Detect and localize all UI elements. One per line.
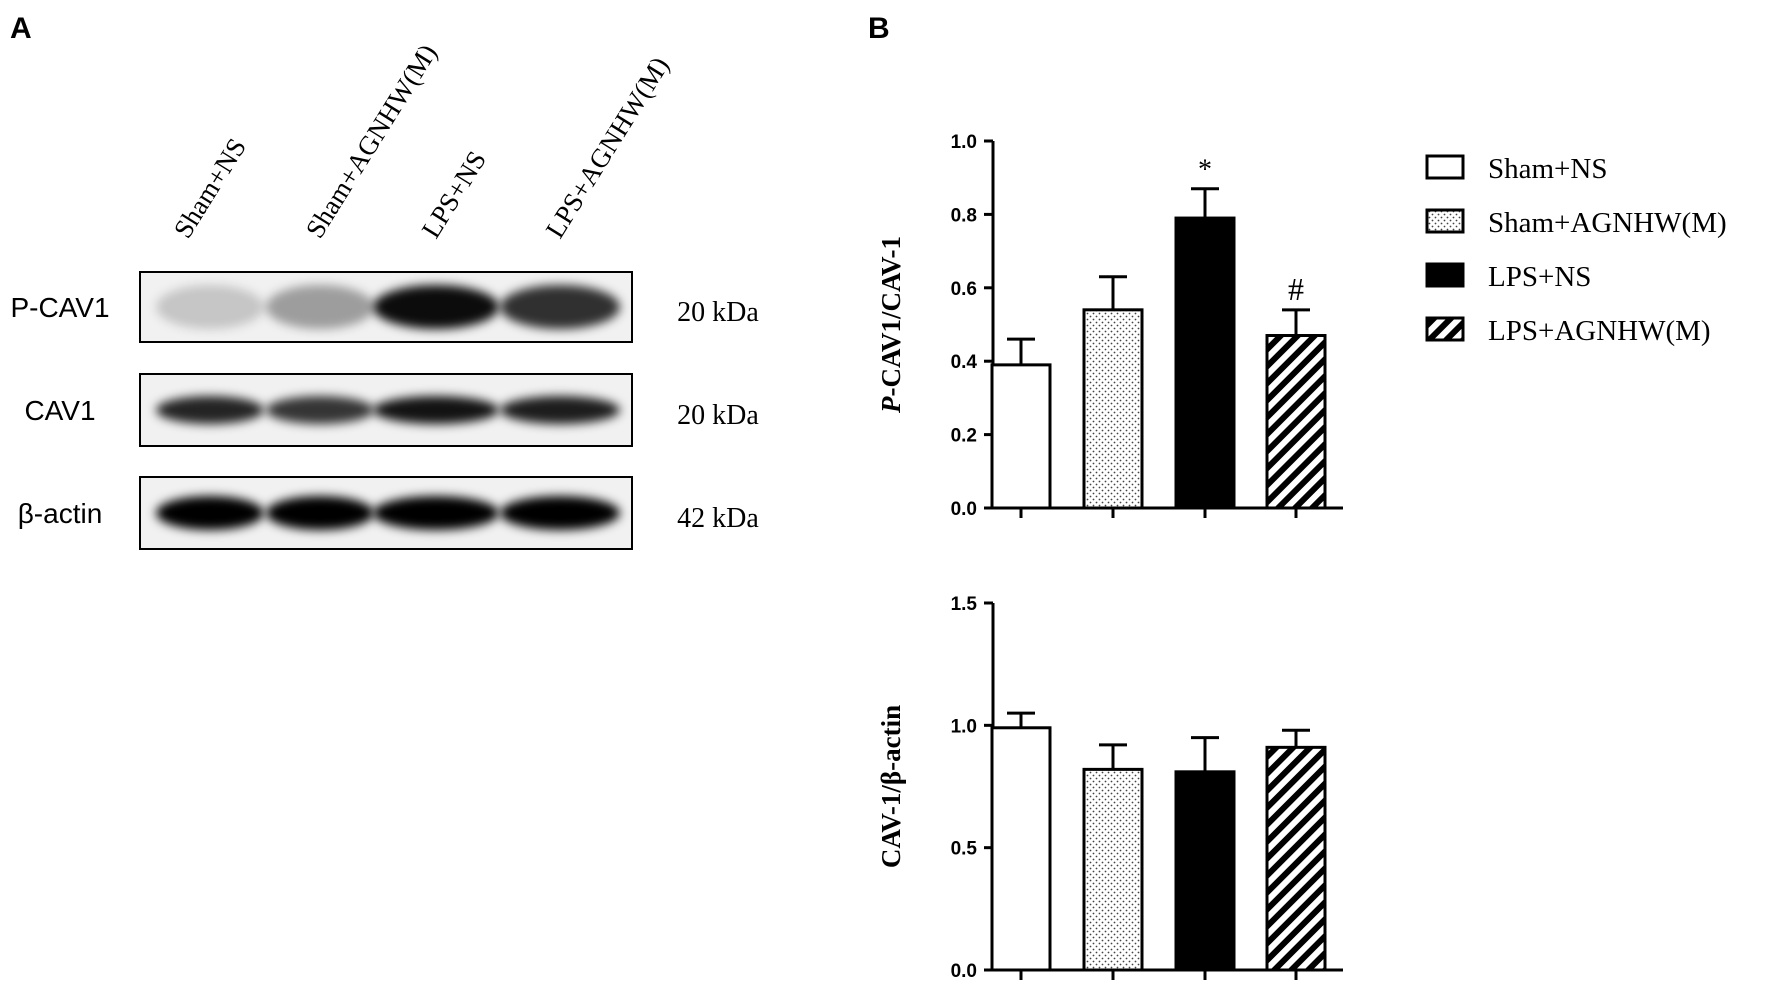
y-axis-title-text: CAV-1/β-actin xyxy=(876,705,906,868)
blot-size-label: 42 kDa xyxy=(677,503,759,534)
y-tick-label: 0.4 xyxy=(951,352,978,373)
blot-size-label: 20 kDa xyxy=(677,297,759,328)
blot-band xyxy=(266,396,374,424)
blot-band xyxy=(373,396,499,424)
legend-label: LPS+AGNHW(M) xyxy=(1488,315,1711,347)
bar xyxy=(1082,308,1144,510)
legend: Sham+NS Sham+AGNHW(M) LPS+NS LPS+AGNHW(M) xyxy=(1425,153,1727,347)
bar xyxy=(990,363,1052,510)
blot-band xyxy=(500,285,620,329)
bar xyxy=(1265,334,1327,510)
legend-label: Sham+NS xyxy=(1488,153,1607,185)
blot-band xyxy=(266,285,374,329)
y-axis-title: CAV-1/β-actin xyxy=(876,705,906,868)
legend-label: LPS+NS xyxy=(1488,261,1591,293)
legend-swatch xyxy=(1425,208,1465,234)
lane-label: Sham+NS xyxy=(168,133,252,243)
legend-swatch xyxy=(1425,262,1465,288)
y-tick-label: 0.6 xyxy=(951,279,977,300)
panel-label-a: A xyxy=(10,12,32,45)
chart-cav1-ratio: 0.0 0.5 1.0 1.5 CAV-1/β-actin xyxy=(876,594,1343,982)
lane-label: LPS+NS xyxy=(416,146,492,244)
bar xyxy=(1265,745,1327,972)
blot-band xyxy=(156,496,264,530)
bar xyxy=(990,726,1052,972)
legend-swatch xyxy=(1425,154,1465,180)
blot-band xyxy=(373,285,499,329)
panel-label-b: B xyxy=(868,12,890,45)
bar xyxy=(1082,767,1144,972)
western-blot: Sham+NS Sham+AGNHW(M)LPS+NS LPS+AGNHW(M) P-… xyxy=(10,39,759,550)
blot-band xyxy=(373,496,499,530)
blot-band xyxy=(156,285,264,329)
y-tick-label: 0.0 xyxy=(951,961,977,982)
y-tick-label: 0.0 xyxy=(951,499,977,520)
y-axis-title-italic: P xyxy=(876,396,906,414)
blot-band xyxy=(500,496,620,530)
blot-band xyxy=(266,496,374,530)
chart-pcav1-ratio: 0.0 0.2 0.4 0.6 0.8 1.0 P-CAV1/CAV-1 * # xyxy=(876,132,1343,520)
blot-band xyxy=(500,396,620,424)
y-axis-title-text: -CAV1/CAV-1 xyxy=(876,236,906,397)
blot-row-label: P-CAV1 xyxy=(10,292,109,323)
y-axis-title: P-CAV1/CAV-1 xyxy=(876,236,906,414)
bar xyxy=(1174,770,1236,972)
lane-label: Sham+AGNHW(M) xyxy=(300,39,443,243)
blot-row-label: β-actin xyxy=(18,498,103,529)
legend-swatch xyxy=(1425,316,1465,342)
y-tick-label: 0.2 xyxy=(951,426,977,447)
significance-marker: * xyxy=(1198,155,1212,186)
y-tick-label: 1.5 xyxy=(951,594,978,615)
blot-size-label: 20 kDa xyxy=(677,400,759,431)
y-tick-label: 1.0 xyxy=(951,716,977,737)
significance-marker: # xyxy=(1288,271,1304,307)
y-tick-label: 0.8 xyxy=(951,205,977,226)
blot-band xyxy=(156,396,264,424)
y-tick-label: 0.5 xyxy=(951,839,978,860)
blot-row-label: CAV1 xyxy=(24,395,95,426)
legend-label: Sham+AGNHW(M) xyxy=(1488,207,1727,239)
bar xyxy=(1174,216,1236,510)
y-tick-label: 1.0 xyxy=(951,132,977,153)
lane-label: LPS+AGNHW(M) xyxy=(540,52,675,244)
